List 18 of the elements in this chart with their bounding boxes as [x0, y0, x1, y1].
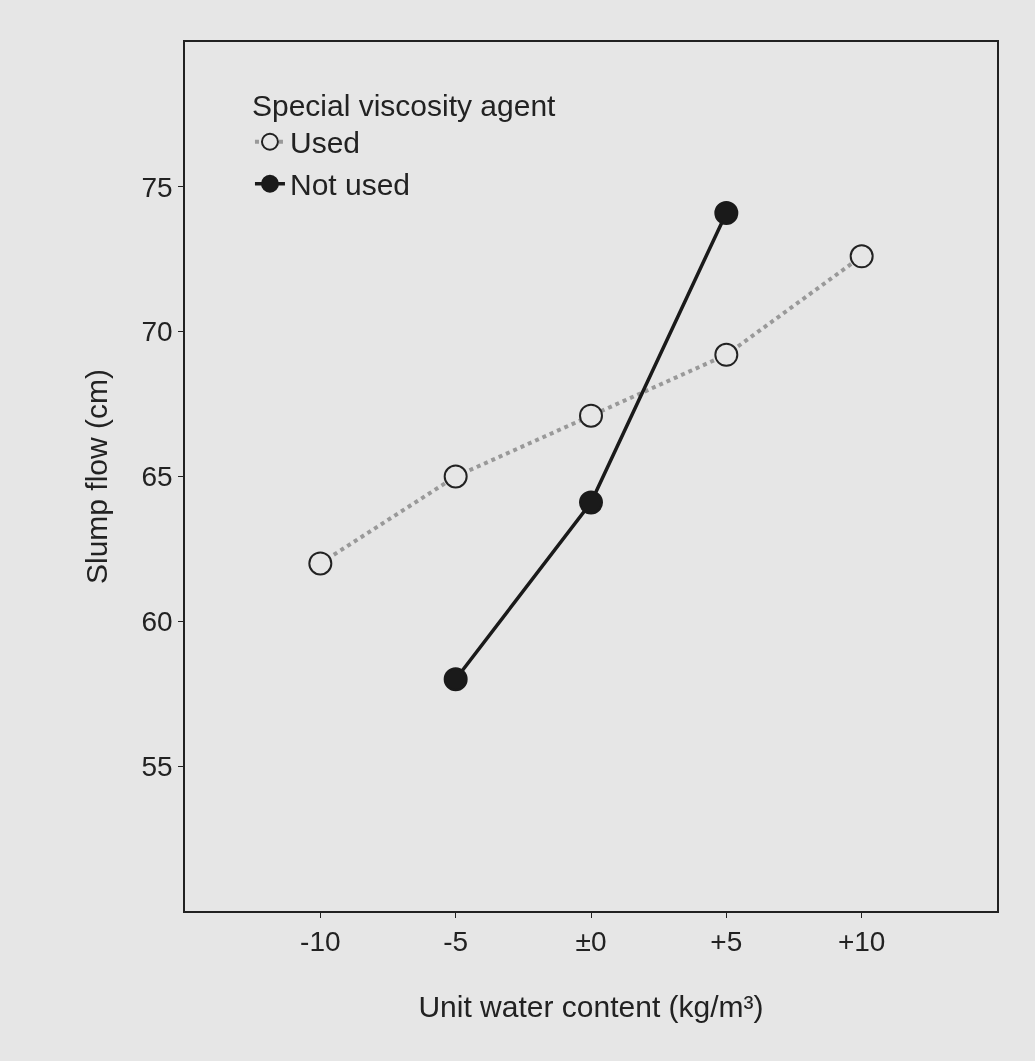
point: [443, 667, 468, 692]
y-tick-label: 60: [141, 606, 173, 638]
x-tick-label: ±0: [575, 926, 607, 958]
x-tick-label: +10: [837, 926, 886, 958]
x-tick-label: +5: [710, 926, 743, 958]
y-tick-label: 70: [141, 316, 173, 348]
legend-label: Not used: [289, 168, 411, 202]
x-tick-label: -10: [300, 926, 341, 958]
point: [714, 200, 739, 225]
y-tick-label: 55: [141, 750, 173, 782]
legend-label: Used: [289, 126, 361, 160]
y-tick-label: 65: [141, 461, 173, 493]
y-axis-title: Slump flow (cm): [79, 368, 113, 585]
point: [579, 490, 603, 515]
x-tick-label: -5: [443, 926, 469, 958]
legend-title: Special viscosity agent: [251, 88, 557, 122]
x-axis-title: Unit water content (kg/m³): [418, 990, 764, 1024]
y-tick-label: 75: [141, 171, 173, 203]
